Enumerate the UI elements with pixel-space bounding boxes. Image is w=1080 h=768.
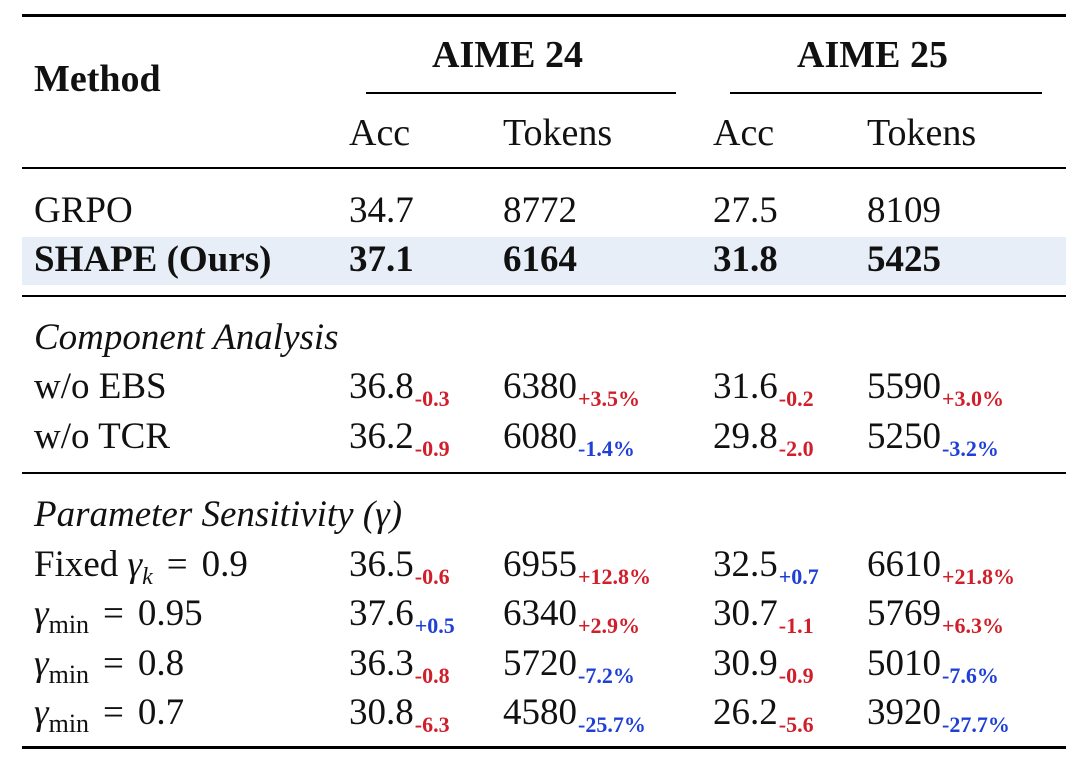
gmin095-acc-24: 37.6+0.5 <box>349 593 455 638</box>
gmin08-tokens-25: 5010-7.6% <box>867 643 999 688</box>
wo-ebs-tokens-25: 5590+3.0% <box>867 366 1005 411</box>
delta: -0.3 <box>414 386 450 411</box>
delta: -1.4% <box>578 436 635 461</box>
component-analysis-title: Component Analysis <box>34 317 339 358</box>
delta: +21.8% <box>942 564 1016 589</box>
wo-ebs-acc-24: 36.8-0.3 <box>349 366 450 411</box>
gmin07-tokens-25: 3920-27.7% <box>867 692 1010 737</box>
gmin07-tokens-24: 4580-25.7% <box>503 692 646 737</box>
gmin095-acc-25: 30.7-1.1 <box>713 593 814 638</box>
gmin095-tokens-24: 6340+2.9% <box>503 593 641 638</box>
delta: -3.2% <box>942 436 999 461</box>
delta: -27.7% <box>942 712 1010 737</box>
top-rule <box>22 14 1066 17</box>
grpo-acc-24: 34.7 <box>349 190 414 231</box>
fixed-acc-25: 32.5+0.7 <box>713 544 819 589</box>
group-header-aime24: AIME 24 <box>432 34 583 76</box>
delta: -6.3 <box>414 712 450 737</box>
bottom-rule <box>22 746 1066 749</box>
gmin08-tokens-24: 5720-7.2% <box>503 643 635 688</box>
subcol-acc-25: Acc <box>713 112 775 154</box>
row-shape-label: SHAPE (Ours) <box>34 239 272 280</box>
delta: -2.0 <box>778 436 814 461</box>
ours-highlight <box>22 237 1066 285</box>
group-header-aime25: AIME 25 <box>797 34 948 76</box>
delta: -0.9 <box>414 436 450 461</box>
sensitivity-rule <box>22 472 1066 474</box>
delta: +0.7 <box>778 564 819 589</box>
subcol-acc-24: Acc <box>349 112 411 154</box>
delta: -7.6% <box>942 663 999 688</box>
shape-tokens-24: 6164 <box>503 239 577 280</box>
wo-tcr-tokens-25: 5250-3.2% <box>867 416 999 461</box>
method-header: Method <box>34 58 161 100</box>
gmin08-acc-24: 36.3-0.8 <box>349 643 450 688</box>
delta: +2.9% <box>578 613 641 638</box>
gmin07-acc-25: 26.2-5.6 <box>713 692 814 737</box>
delta: -5.6 <box>778 712 814 737</box>
delta: -1.1 <box>778 613 814 638</box>
wo-ebs-tokens-24: 6380+3.5% <box>503 366 641 411</box>
shape-tokens-25: 5425 <box>867 239 941 280</box>
subcol-tokens-24: Tokens <box>503 112 613 154</box>
delta: -0.6 <box>414 564 450 589</box>
delta: +12.8% <box>578 564 652 589</box>
grpo-tokens-24: 8772 <box>503 190 577 231</box>
header-rule <box>22 167 1066 169</box>
delta: -0.2 <box>778 386 814 411</box>
shape-acc-24: 37.1 <box>349 239 414 280</box>
parameter-sensitivity-title: Parameter Sensitivity (γ) <box>34 494 403 535</box>
shape-acc-25: 31.8 <box>713 239 778 280</box>
row-fixed-gamma-label: Fixed γk = 0.9 <box>34 544 248 590</box>
delta: +0.5 <box>414 613 455 638</box>
fixed-tokens-24: 6955+12.8% <box>503 544 652 589</box>
delta: -0.8 <box>414 663 450 688</box>
row-wo-ebs-label: w/o EBS <box>34 366 167 407</box>
aime24-cmidrule <box>366 92 676 94</box>
row-gamma-min-07-label: γmin = 0.7 <box>34 692 185 738</box>
subcol-tokens-25: Tokens <box>867 112 977 154</box>
delta: +3.0% <box>942 386 1005 411</box>
wo-tcr-tokens-24: 6080-1.4% <box>503 416 635 461</box>
delta: -7.2% <box>578 663 635 688</box>
grpo-acc-25: 27.5 <box>713 190 778 231</box>
delta: +3.5% <box>578 386 641 411</box>
delta: -25.7% <box>578 712 646 737</box>
fixed-tokens-25: 6610+21.8% <box>867 544 1016 589</box>
row-grpo-label: GRPO <box>34 190 133 231</box>
gmin095-tokens-25: 5769+6.3% <box>867 593 1005 638</box>
component-rule <box>22 295 1066 297</box>
wo-tcr-acc-25: 29.8-2.0 <box>713 416 814 461</box>
gmin07-acc-24: 30.8-6.3 <box>349 692 450 737</box>
row-gamma-min-095-label: γmin = 0.95 <box>34 593 203 639</box>
aime25-cmidrule <box>730 92 1042 94</box>
wo-ebs-acc-25: 31.6-0.2 <box>713 366 814 411</box>
row-wo-tcr-label: w/o TCR <box>34 416 171 457</box>
row-gamma-min-08-label: γmin = 0.8 <box>34 643 185 689</box>
grpo-tokens-25: 8109 <box>867 190 941 231</box>
wo-tcr-acc-24: 36.2-0.9 <box>349 416 450 461</box>
fixed-acc-24: 36.5-0.6 <box>349 544 450 589</box>
delta: -0.9 <box>778 663 814 688</box>
delta: +6.3% <box>942 613 1005 638</box>
gmin08-acc-25: 30.9-0.9 <box>713 643 814 688</box>
